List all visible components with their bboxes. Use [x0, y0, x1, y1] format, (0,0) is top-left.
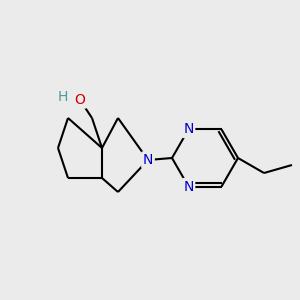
- Text: N: N: [143, 153, 153, 167]
- Text: O: O: [75, 93, 86, 107]
- Text: N: N: [183, 122, 194, 136]
- Text: H: H: [58, 90, 68, 104]
- Text: N: N: [183, 180, 194, 194]
